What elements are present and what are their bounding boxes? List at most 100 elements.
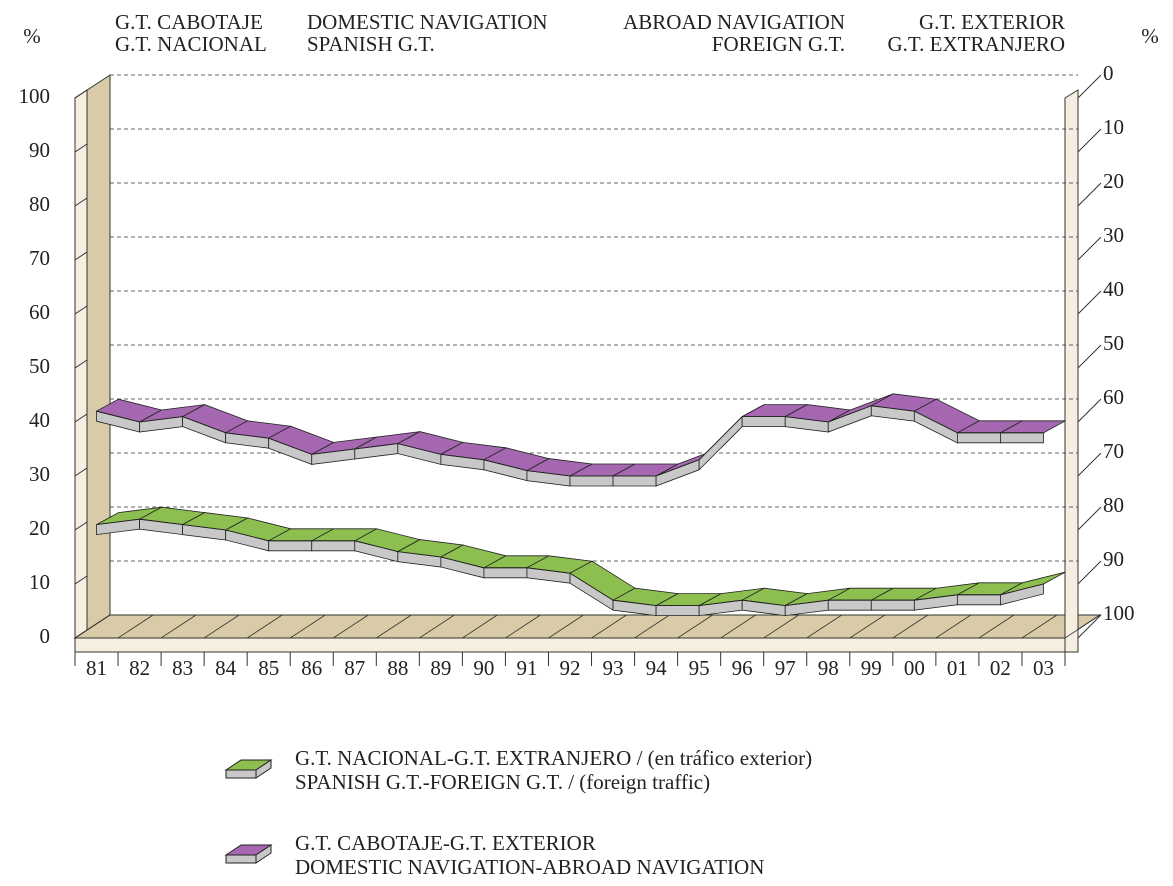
x-tick-label: 89 [430,656,451,680]
floor-divider [935,614,972,639]
header-label: DOMESTIC NAVIGATION [307,10,548,34]
ribbon-front [311,540,356,552]
y-tick [74,89,88,99]
ribbon-front [870,599,915,611]
y2-tick [1077,398,1102,423]
legend-label: G.T. NACIONAL-G.T. EXTRANJERO / (en tráf… [295,746,812,770]
header-label: ABROAD NAVIGATION [623,10,845,34]
x-tick-label: 96 [732,656,753,680]
x-tick-label: 00 [904,656,925,680]
floor-divider [160,614,197,639]
floor-divider [505,614,541,639]
y2-tick-label: 10 [1103,115,1124,139]
legend-swatch-front [225,854,257,864]
floor-divider [1021,614,1058,639]
x-tick-label: 98 [818,656,839,680]
legend-label: DOMESTIC NAVIGATION-ABROAD NAVIGATION [295,855,764,879]
x-tick-label: 86 [301,656,322,680]
ribbon-front [827,599,872,611]
x-tick-label: 94 [646,656,668,680]
floor-divider [203,614,240,639]
floor-divider [246,614,283,639]
right-unit: % [1141,24,1159,48]
ribbon-front [698,415,743,471]
x-tick-label: 02 [990,656,1011,680]
floor-divider [333,614,369,639]
floor-divider [720,614,756,639]
header-label: G.T. CABOTAJE [115,10,263,34]
legend-label: SPANISH G.T.-FOREIGN G.T. / (foreign tra… [295,770,710,794]
y2-tick [1077,614,1102,639]
y-tick [74,575,88,585]
floor-front [74,637,1066,653]
x-tick-label: 01 [947,656,968,680]
x-tick-label: 87 [344,656,365,680]
ribbon-front [483,567,528,579]
y-tick [74,467,88,477]
y-tick [74,197,88,207]
legend-swatch-side [255,759,272,779]
x-tick-label: 93 [603,656,624,680]
floor [73,614,1102,639]
x-tick-label: 82 [129,656,150,680]
y-tick-label: 90 [29,138,50,162]
x-tick-label: 90 [473,656,494,680]
ribbon-front [655,605,700,616]
right-wall [1064,89,1079,653]
ribbon-front [268,540,313,552]
header-label: FOREIGN G.T. [712,32,845,56]
y-tick-label: 10 [29,570,50,594]
y2-tick-label: 80 [1103,493,1124,517]
y-tick-label: 50 [29,354,50,378]
ribbon-front [741,416,786,428]
floor-divider [548,614,584,639]
left-unit: % [23,24,41,48]
series-line [96,518,1044,607]
header-label: SPANISH G.T. [307,32,435,56]
x-tick-label: 99 [861,656,882,680]
floor-divider [117,614,154,639]
x-tick-label: 85 [258,656,279,680]
floor-divider [1064,614,1101,639]
y2-tick-label: 100 [1103,601,1135,625]
header-label: G.T. NACIONAL [115,32,267,56]
y2-tick [1077,560,1102,585]
y-tick-label: 100 [19,84,51,108]
floor-divider [419,614,455,639]
y2-tick-label: 30 [1103,223,1124,247]
floor-divider [806,614,842,639]
y2-tick-label: 70 [1103,439,1124,463]
x-tick-label: 81 [86,656,107,680]
x-tick-label: 88 [387,656,408,680]
x-tick-label: 03 [1033,656,1054,680]
floor-divider [978,614,1015,639]
y2-tick [1077,236,1102,261]
series-line [96,405,1044,477]
y2-tick-label: 40 [1103,277,1124,301]
y-tick [74,359,88,369]
y-tick-label: 20 [29,516,50,540]
y-tick-label: 30 [29,462,50,486]
y-tick-label: 0 [40,624,51,648]
x-tick-label: 97 [775,656,796,680]
x-tick-label: 91 [516,656,537,680]
floor-divider [462,614,498,639]
y-tick [74,629,88,639]
floor-divider [892,614,929,639]
y2-tick-label: 0 [1103,61,1114,85]
y2-tick [1077,74,1102,99]
floor-divider [677,614,713,639]
y-tick [74,305,88,315]
floor-divider [376,614,412,639]
y2-tick [1077,344,1102,369]
ribbon-front [956,594,1001,606]
x-tick-label: 84 [215,656,237,680]
floor-divider [849,614,886,639]
y2-tick [1077,128,1102,153]
ribbon-front [612,475,657,487]
y2-tick-label: 60 [1103,385,1124,409]
y2-tick [1077,452,1102,477]
x-tick-label: 83 [172,656,193,680]
y-tick-label: 70 [29,246,50,270]
